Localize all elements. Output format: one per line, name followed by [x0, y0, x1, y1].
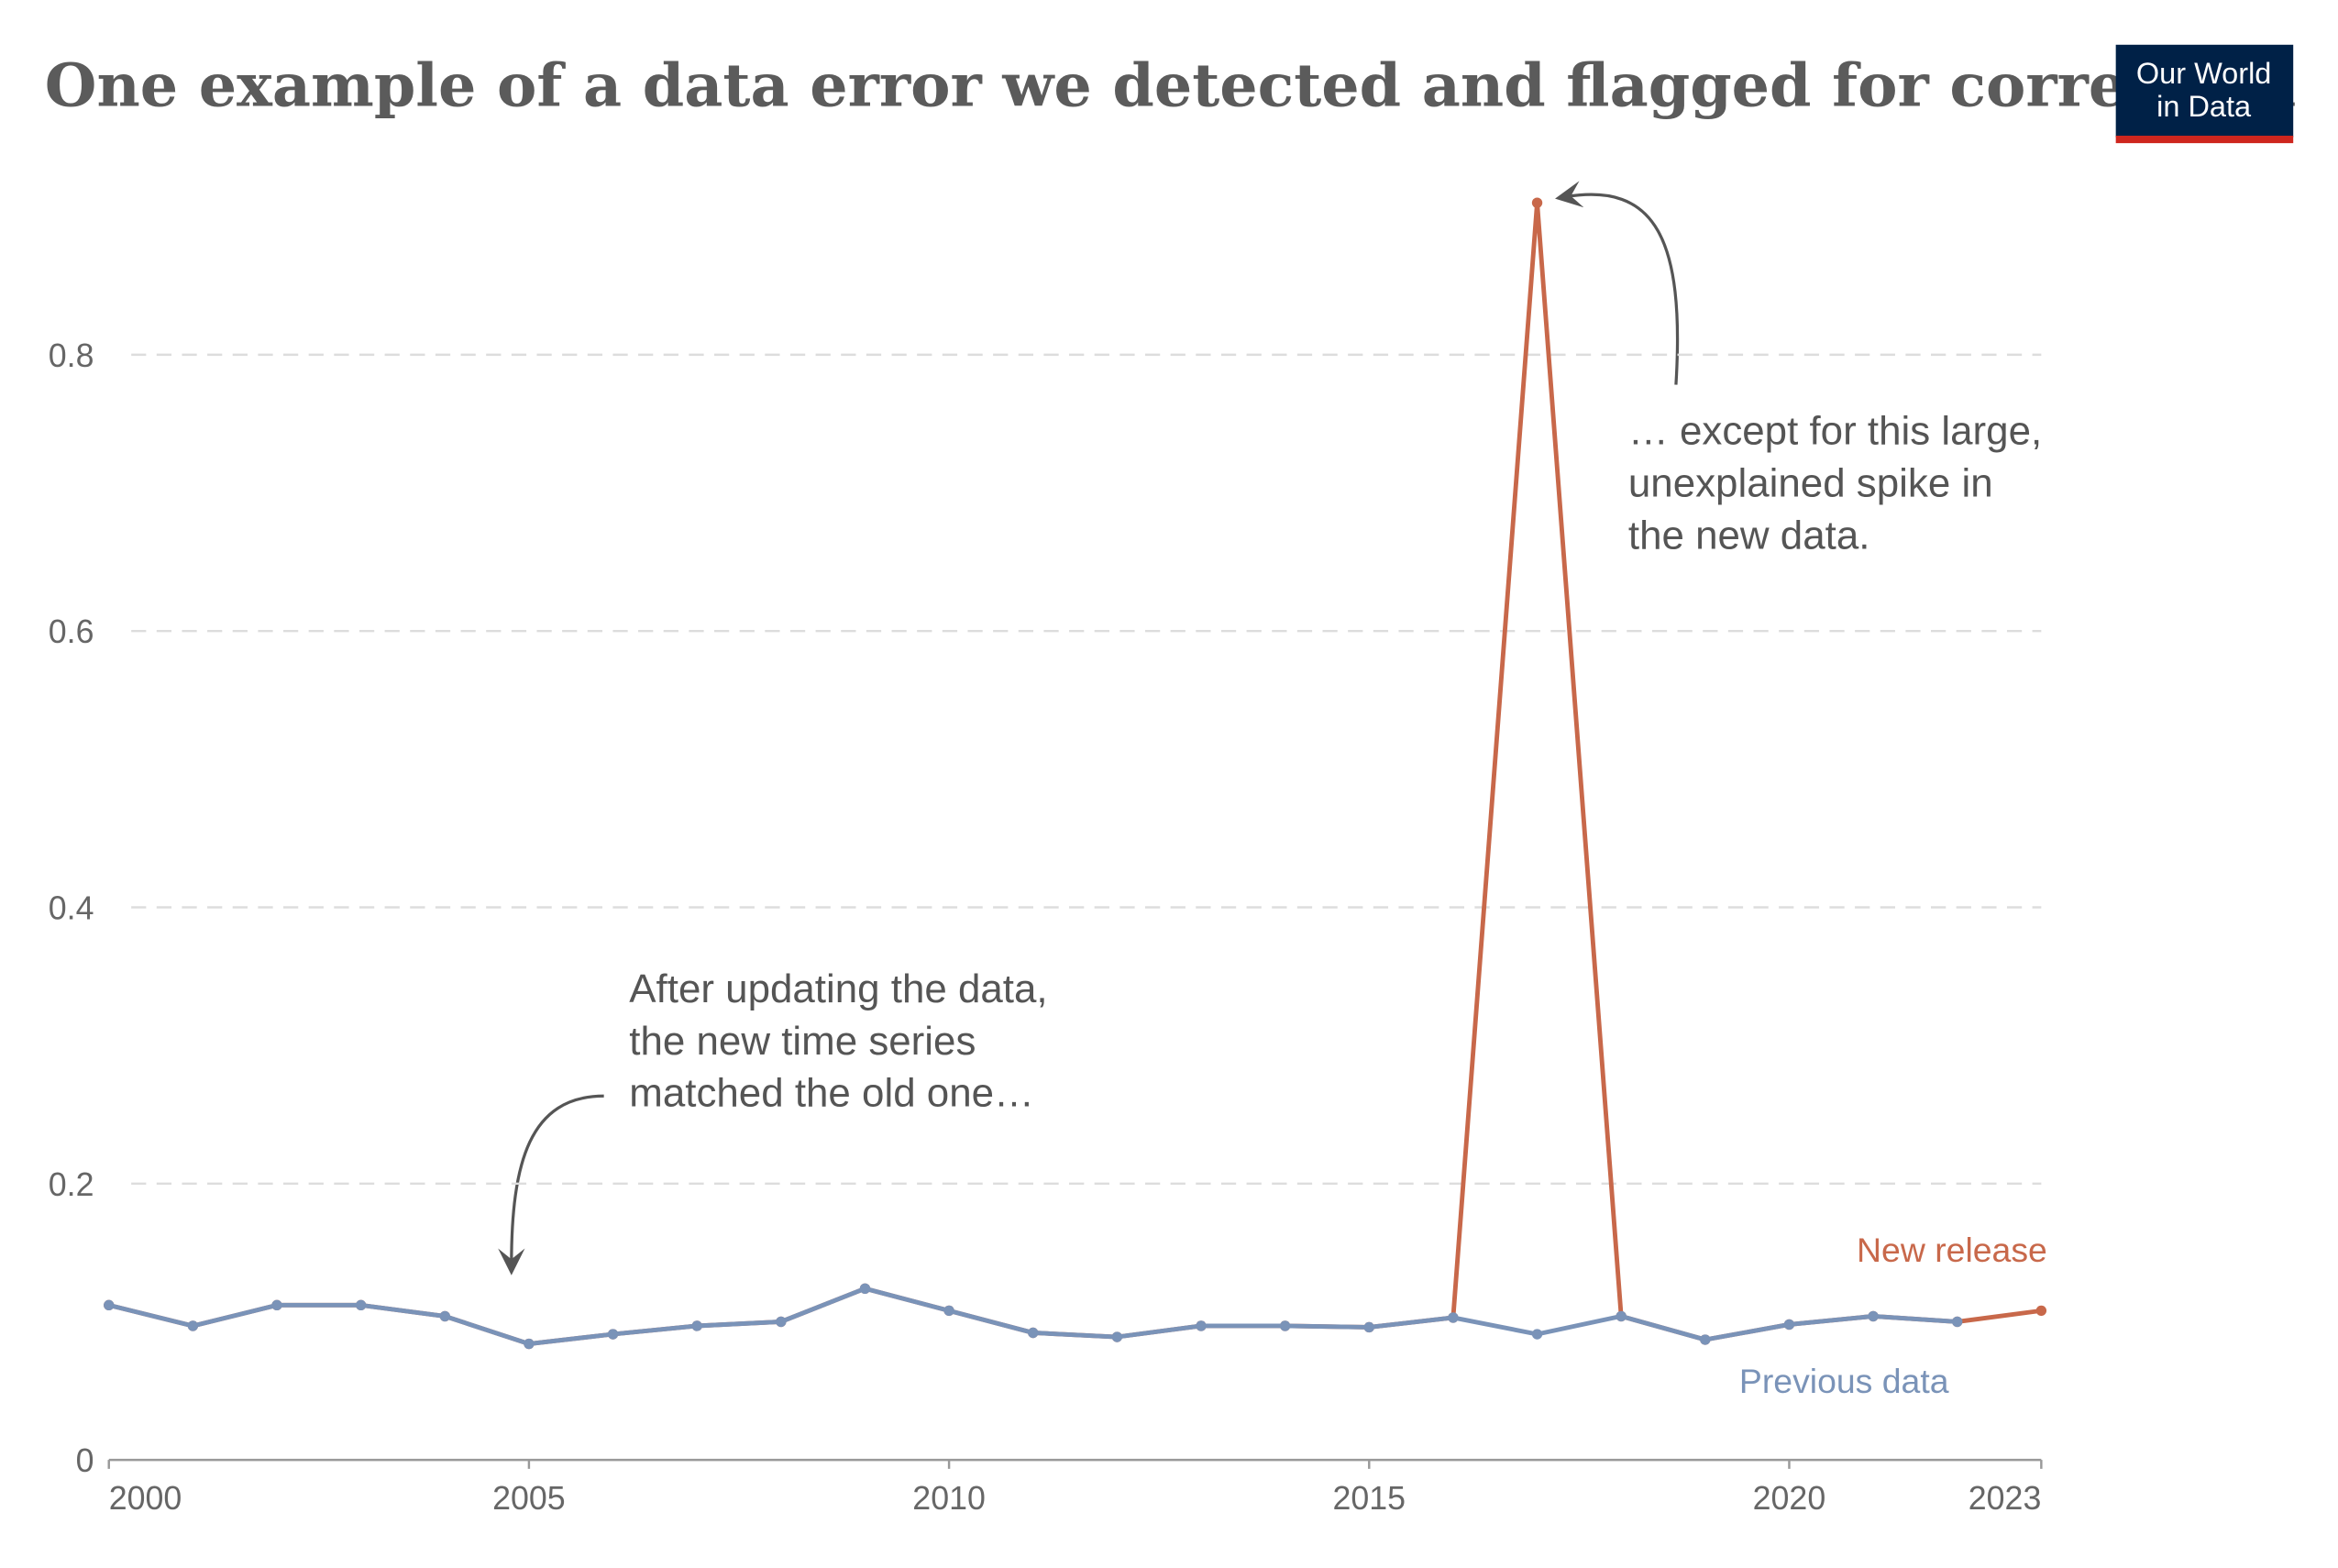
data-point	[607, 1329, 619, 1340]
annotation: the new data.	[1628, 513, 1870, 558]
y-tick-label: 0.8	[49, 337, 94, 374]
logo-strip	[2115, 135, 2294, 144]
annotation: matched the old one…	[629, 1071, 1034, 1116]
data-point	[1616, 1310, 1627, 1322]
annotation: After updating the data,	[629, 966, 1047, 1011]
data-point	[1952, 1316, 1963, 1328]
y-tick-label: 0.4	[49, 890, 94, 927]
data-point	[104, 1299, 115, 1311]
data-point	[1196, 1320, 1207, 1331]
annotation: the new time series	[629, 1019, 976, 1064]
data-point	[187, 1320, 199, 1331]
y-tick-label: 0.2	[49, 1166, 94, 1203]
x-tick-label: 2023	[1969, 1480, 2042, 1517]
x-tick-label: 2015	[1332, 1480, 1406, 1517]
data-point	[776, 1316, 787, 1328]
logo-text: in Data	[2156, 90, 2252, 123]
series-line	[108, 200, 2042, 1346]
data-point	[859, 1283, 871, 1294]
series-label: Previous data	[1739, 1362, 1949, 1400]
data-point	[1700, 1334, 1711, 1345]
data-point	[271, 1299, 282, 1311]
data-point	[691, 1320, 702, 1331]
chart-title: One example of a data error we detected …	[45, 50, 2296, 120]
x-tick-label: 2005	[492, 1480, 566, 1517]
annotation: unexplained spike in	[1628, 461, 1993, 506]
data-point	[2035, 1305, 2047, 1317]
data-point	[943, 1305, 954, 1317]
data-point	[1783, 1319, 1795, 1331]
logo-box	[2115, 44, 2294, 138]
data-point	[1363, 1321, 1374, 1333]
data-point	[439, 1310, 450, 1322]
data-point	[524, 1338, 535, 1350]
data-point	[1028, 1327, 1039, 1339]
annotation-arrow	[1555, 181, 1680, 385]
x-tick-label: 2020	[1753, 1480, 1826, 1517]
data-point	[1111, 1331, 1123, 1342]
data-point	[1531, 1329, 1543, 1340]
x-tick-label: 2000	[109, 1480, 182, 1517]
y-tick-label: 0	[76, 1442, 94, 1479]
data-point	[355, 1299, 367, 1311]
x-tick-label: 2010	[912, 1480, 986, 1517]
annotation: … except for this large,	[1628, 409, 2042, 454]
data-point	[1448, 1312, 1459, 1323]
data-point	[1868, 1310, 1879, 1322]
series-label: New release	[1857, 1231, 2047, 1269]
data-point	[1531, 197, 1543, 208]
logo: Our World in Data	[2115, 44, 2294, 144]
data-point	[1279, 1320, 1291, 1331]
logo-text: Our World	[2136, 57, 2272, 90]
y-tick-label: 0.6	[49, 613, 94, 650]
annotation-arrow	[498, 1094, 604, 1275]
